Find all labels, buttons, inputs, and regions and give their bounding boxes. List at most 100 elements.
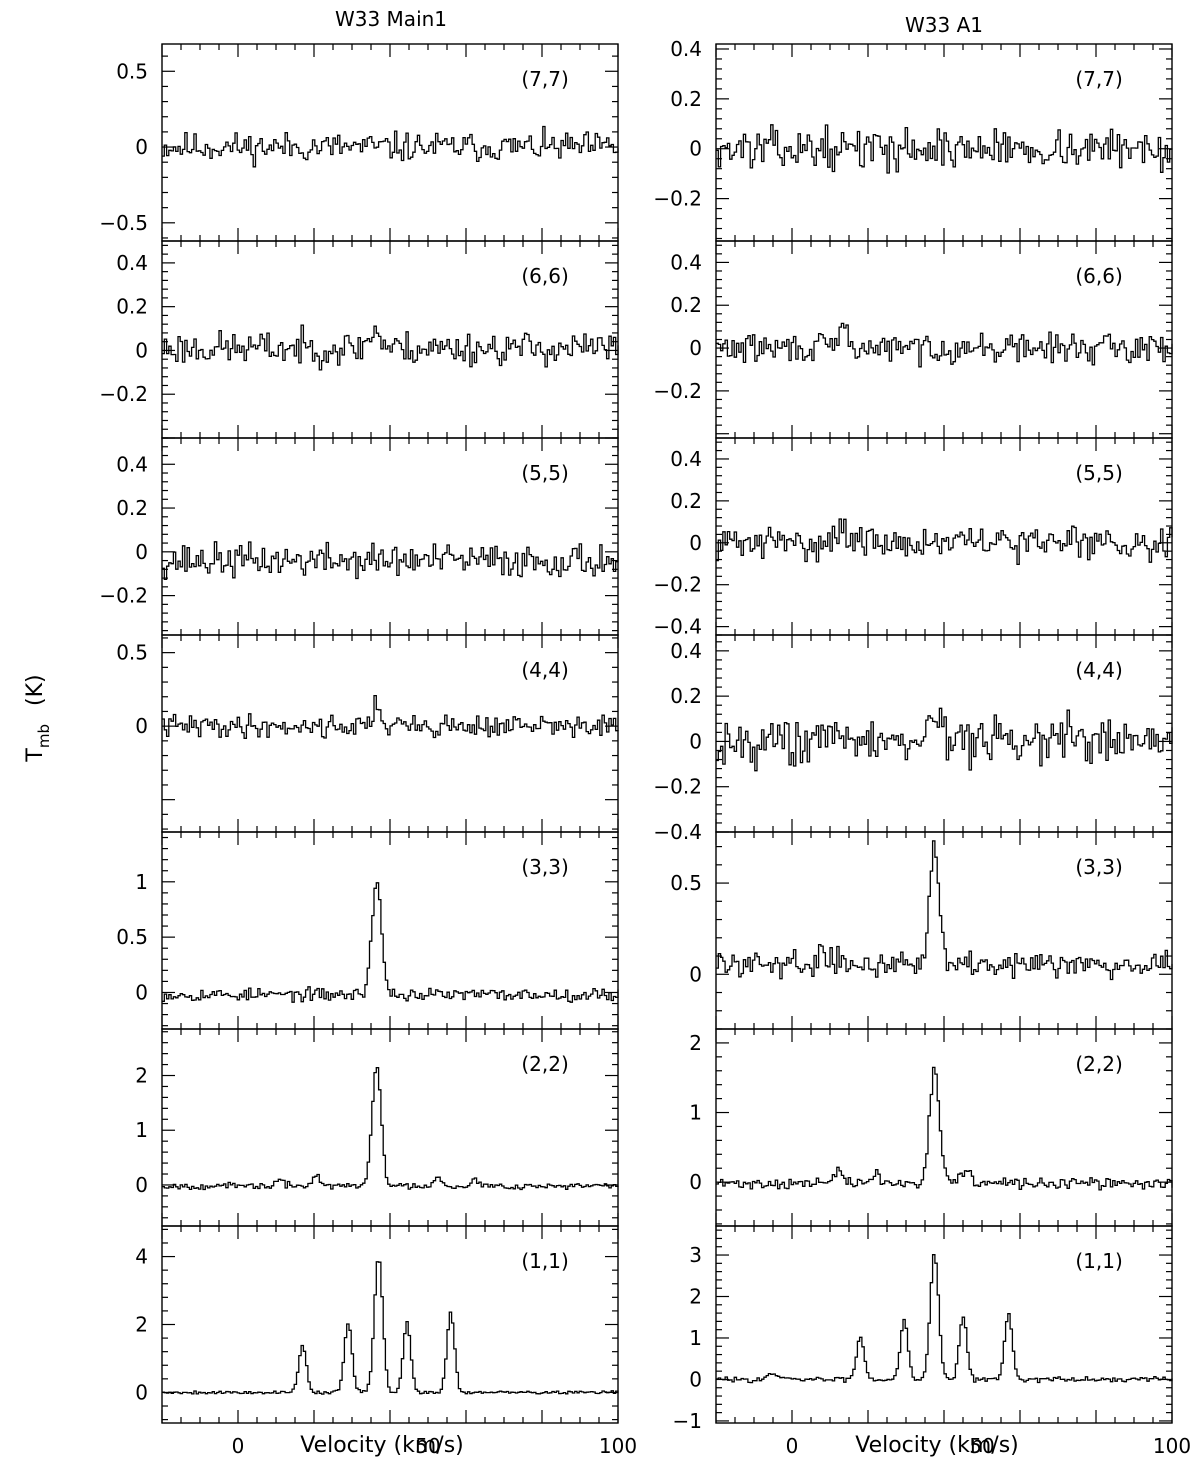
y-tick-label: 2 <box>135 1313 148 1337</box>
spectrum-panel: 0 0.5 1 (3,3) <box>116 831 619 1030</box>
y-tick-label: 0 <box>135 714 148 738</box>
transition-label: (2,2) <box>521 1052 568 1076</box>
column-title-a1: W33 A1 <box>905 13 983 37</box>
y-tick-label: 0.5 <box>116 641 148 665</box>
y-tick-label: 1 <box>689 1101 702 1125</box>
spectrum-panel: −0.4 −0.2 0 0.2 0.4 (4,4) <box>653 634 1173 844</box>
spectrum-panel: −0.2 0 0.2 0.4 (7,7) <box>653 37 1173 242</box>
spectrum-line <box>162 1067 619 1191</box>
y-tick-label: 0.4 <box>116 452 148 476</box>
spectrum-line <box>162 882 619 1003</box>
y-tick-label: 0 <box>135 1380 148 1404</box>
transition-label: (6,6) <box>1075 264 1122 288</box>
transition-label: (3,3) <box>1075 855 1122 879</box>
spectrum-panel: 0 2 4 (1,1) 0 50 100 <box>135 1225 637 1458</box>
x-axis-label-right: Velocity (km/s) <box>855 1433 1019 1458</box>
spectrum-line <box>716 1254 1173 1384</box>
y-tick-label: 0.2 <box>670 293 702 317</box>
y-tick-label: 0.4 <box>670 250 702 274</box>
y-tick-label: 0.4 <box>670 639 702 663</box>
y-tick-label: 0 <box>135 338 148 362</box>
y-tick-label: 0 <box>135 1173 148 1197</box>
transition-label: (1,1) <box>521 1249 568 1273</box>
y-tick-label: 0 <box>135 980 148 1004</box>
y-tick-label: 0 <box>135 540 148 564</box>
y-tick-label: 4 <box>135 1245 148 1269</box>
y-axis-label-main: T <box>23 748 48 763</box>
spectrum-line <box>162 1261 619 1395</box>
y-tick-label: 3 <box>689 1243 702 1267</box>
spectrum-panel: 0 0.5 (4,4) <box>116 634 619 833</box>
y-tick-label: 0 <box>689 137 702 161</box>
transition-label: (3,3) <box>521 855 568 879</box>
transition-label: (7,7) <box>521 67 568 91</box>
spectrum-line <box>716 518 1173 566</box>
x-axis-label-left: Velocity (km/s) <box>300 1433 464 1458</box>
y-tick-label: 0 <box>135 135 148 159</box>
spectrum-panel: 0 1 2 (2,2) <box>135 1028 619 1227</box>
x-tick-label: 50 <box>415 1434 440 1458</box>
y-tick-label: −0.2 <box>653 187 702 211</box>
y-tick-label: 0.2 <box>670 684 702 708</box>
y-tick-label: −0.2 <box>99 382 148 406</box>
y-tick-label: 0.5 <box>116 925 148 949</box>
transition-label: (7,7) <box>1075 67 1122 91</box>
spectrum-line <box>716 124 1173 174</box>
y-axis-label: Tmb (K) <box>23 674 53 762</box>
y-tick-label: 0 <box>689 1367 702 1391</box>
transition-label: (2,2) <box>1075 1052 1122 1076</box>
y-tick-label: 1 <box>689 1326 702 1350</box>
y-tick-label: 2 <box>689 1031 702 1055</box>
spectrum-panel: −1 0 1 2 3 (1,1) 0 50 100 <box>673 1225 1191 1458</box>
y-tick-label: −0.4 <box>653 820 702 844</box>
transition-label: (4,4) <box>521 658 568 682</box>
spectrum-line <box>162 694 619 739</box>
y-tick-label: 0 <box>689 962 702 986</box>
spectrum-line <box>162 125 619 168</box>
y-tick-label: −0.5 <box>99 211 148 235</box>
spectrum-panel: −0.2 0 0.2 0.4 (6,6) <box>99 240 619 439</box>
y-tick-label: −0.2 <box>653 775 702 799</box>
y-tick-label: 2 <box>135 1064 148 1088</box>
y-tick-label: 0.5 <box>670 871 702 895</box>
x-tick-label: 0 <box>786 1434 799 1458</box>
spectrum-panel: 0 1 2 (2,2) <box>689 1028 1173 1227</box>
y-tick-label: −0.2 <box>653 379 702 403</box>
svg-text:Tmb(K): Tmb (K) <box>23 674 53 762</box>
spectrum-panel: −0.5 0 0.5 (7,7) <box>99 43 619 242</box>
y-tick-label: 0 <box>689 531 702 555</box>
panel-stack: −0.5 0 0.5 (7,7) −0.2 0 0.2 0.4 (6,6) −0.2 0 0.2 0.4… <box>99 37 1191 1458</box>
spectrum-line <box>716 1066 1173 1191</box>
spectrum-line <box>716 322 1173 368</box>
y-tick-label: 0.4 <box>670 37 702 61</box>
spectrum-line <box>162 324 619 371</box>
y-tick-label: 1 <box>135 1118 148 1142</box>
y-tick-label: −0.4 <box>653 615 702 639</box>
y-tick-label: 0 <box>689 336 702 360</box>
spectrum-line <box>716 840 1173 981</box>
spectrum-line <box>162 541 619 581</box>
y-tick-label: 0.2 <box>670 87 702 111</box>
y-tick-label: 2 <box>689 1285 702 1309</box>
y-tick-label: 0.2 <box>116 496 148 520</box>
x-tick-label: 0 <box>232 1434 245 1458</box>
transition-label: (6,6) <box>521 264 568 288</box>
transition-label: (5,5) <box>1075 461 1122 485</box>
y-axis-label-unit: (K) <box>23 674 48 706</box>
x-tick-label: 50 <box>969 1434 994 1458</box>
spectrum-panel: −0.4 −0.2 0 0.2 0.4 (5,5) <box>653 437 1173 639</box>
y-tick-label: 0.4 <box>116 251 148 275</box>
column-title-main1: W33 Main1 <box>335 7 447 31</box>
x-tick-label: 100 <box>599 1434 637 1458</box>
y-axis-label-sub: mb <box>35 724 53 748</box>
spectrum-panel: −0.2 0 0.2 0.4 (6,6) <box>653 240 1173 439</box>
y-tick-label: 0 <box>689 729 702 753</box>
y-tick-label: −1 <box>673 1409 702 1433</box>
y-tick-label: −0.2 <box>653 573 702 597</box>
spectrum-line <box>716 707 1173 772</box>
y-tick-label: 0 <box>689 1170 702 1194</box>
transition-label: (1,1) <box>1075 1249 1122 1273</box>
y-tick-label: −0.2 <box>99 584 148 608</box>
y-tick-label: 0.5 <box>116 59 148 83</box>
